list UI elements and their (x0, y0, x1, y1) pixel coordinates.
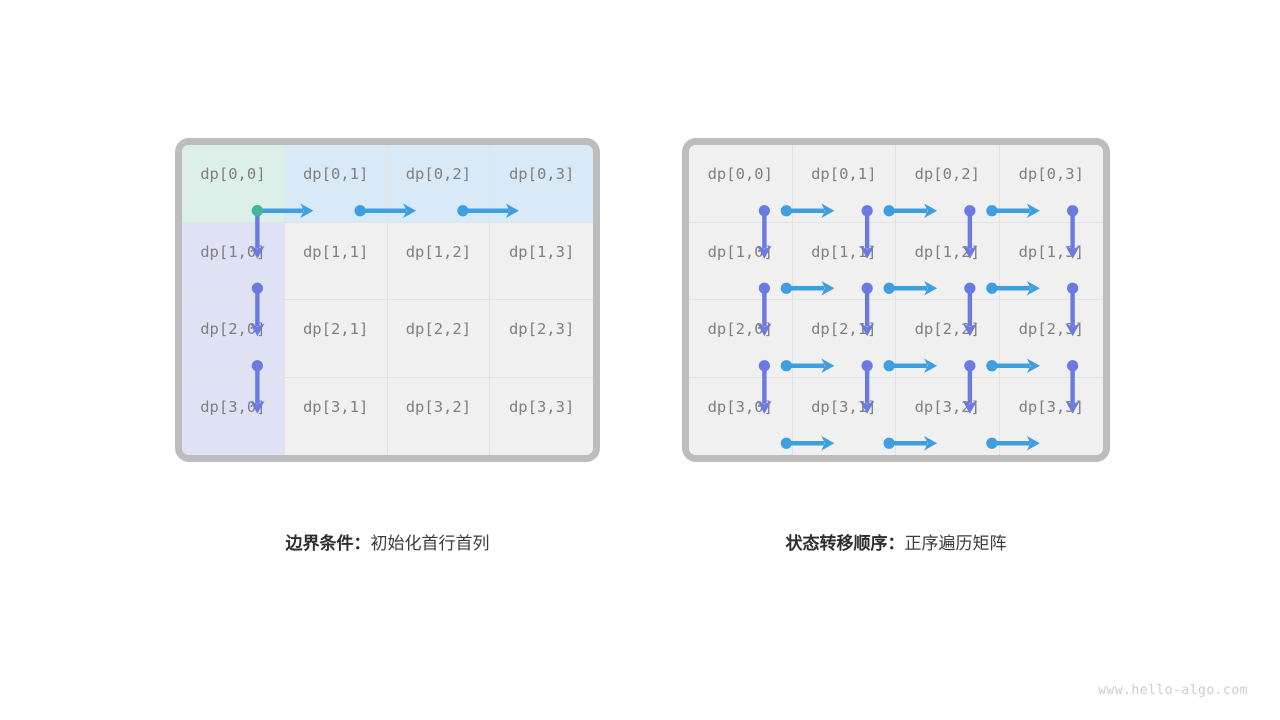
dp-cell-label: dp[2,0] (707, 320, 773, 339)
dp-cell: dp[3,0] (182, 377, 285, 455)
dp-cell: dp[1,2] (896, 222, 1000, 300)
dp-cell-label: dp[0,2] (914, 165, 980, 184)
caption-state-transition-order: 状态转移顺序：正序遍历矩阵 (682, 529, 1110, 554)
dp-cell-label: dp[2,2] (914, 320, 980, 339)
dp-cell: dp[3,2] (387, 377, 491, 455)
dp-cell-label: dp[3,0] (200, 398, 266, 417)
dp-cell: dp[1,3] (999, 222, 1103, 300)
dp-cell: dp[2,2] (896, 300, 1000, 378)
dp-cell: dp[0,0] (689, 145, 793, 223)
dp-cell: dp[3,1] (284, 377, 388, 455)
dp-cell-label: dp[3,0] (707, 398, 773, 417)
dp-cell-label: dp[3,3] (1018, 398, 1084, 417)
dp-cell: dp[0,3] (490, 145, 593, 223)
matrix-panel-state-transition-order: dp[0,0] dp[0,1] dp[0,2] dp[0,3] dp[1,0] dp[1,… (682, 138, 1110, 462)
dp-cell: dp[1,3] (490, 222, 593, 300)
caption-right-detail: 正序遍历矩阵 (904, 534, 1007, 554)
caption-right-title: 状态转移顺序： (785, 534, 905, 554)
dp-cell: dp[2,0] (182, 300, 285, 378)
dp-cell-label: dp[3,3] (508, 398, 575, 417)
dp-cell-label: dp[0,3] (1018, 165, 1084, 184)
dp-cell-label: dp[2,1] (302, 320, 369, 339)
dp-cell-label: dp[1,0] (200, 242, 266, 261)
dp-cell-label: dp[2,3] (1018, 320, 1084, 339)
dp-cell-label: dp[1,2] (405, 242, 472, 261)
dp-cell: dp[1,0] (182, 222, 285, 300)
dp-cell: dp[3,2] (896, 377, 1000, 455)
dp-cell: dp[1,1] (792, 222, 896, 300)
dp-cell-label: dp[0,0] (200, 165, 266, 184)
dp-cell-label: dp[1,3] (1018, 242, 1084, 261)
dp-cell-label: dp[0,0] (707, 165, 773, 184)
dp-grid-left: dp[0,0] dp[0,1] dp[0,2] dp[0,3] dp[1,0] dp[1,… (182, 145, 593, 455)
dp-cell: dp[0,1] (284, 145, 388, 223)
dp-grid-right: dp[0,0] dp[0,1] dp[0,2] dp[0,3] dp[1,0] dp[1,… (689, 145, 1103, 455)
dp-cell: dp[1,1] (284, 222, 388, 300)
dp-cell: dp[3,1] (792, 377, 896, 455)
dp-cell: dp[0,1] (792, 145, 896, 223)
dp-cell-label: dp[3,1] (811, 398, 877, 417)
dp-cell-label: dp[2,1] (811, 320, 877, 339)
matrix-panel-boundary-condition: dp[0,0] dp[0,1] dp[0,2] dp[0,3] dp[1,0] dp[1,… (175, 138, 600, 462)
dp-cell-label: dp[0,3] (508, 165, 575, 184)
dp-cell-label: dp[1,1] (811, 242, 877, 261)
caption-left-title: 边界条件： (285, 534, 371, 554)
dp-cell: dp[2,2] (387, 300, 491, 378)
caption-boundary-condition: 边界条件：初始化首行首列 (175, 529, 600, 554)
dp-cell: dp[0,2] (896, 145, 1000, 223)
dp-cell: dp[0,3] (999, 145, 1103, 223)
dp-cell: dp[2,1] (284, 300, 388, 378)
dp-cell-label: dp[1,1] (302, 242, 369, 261)
dp-cell-label: dp[3,2] (405, 398, 472, 417)
dp-cell-label: dp[0,1] (302, 165, 369, 184)
dp-cell: dp[2,1] (792, 300, 896, 378)
dp-cell-label: dp[1,0] (707, 242, 773, 261)
dp-cell-label: dp[3,1] (302, 398, 369, 417)
dp-cell: dp[0,2] (387, 145, 491, 223)
dp-cell: dp[3,0] (689, 377, 793, 455)
dp-cell: dp[3,3] (999, 377, 1103, 455)
dp-cell: dp[0,0] (182, 145, 285, 223)
caption-left-detail: 初始化首行首列 (370, 534, 490, 554)
dp-cell-label: dp[0,1] (811, 165, 877, 184)
dp-cell: dp[1,2] (387, 222, 491, 300)
watermark: www.hello-algo.com (1098, 683, 1248, 698)
dp-cell: dp[1,0] (689, 222, 793, 300)
dp-cell-label: dp[2,2] (405, 320, 472, 339)
dp-cell-label: dp[0,2] (405, 165, 472, 184)
dp-cell: dp[3,3] (490, 377, 593, 455)
dp-cell: dp[2,3] (490, 300, 593, 378)
dp-cell-label: dp[2,0] (200, 320, 266, 339)
dp-cell-label: dp[1,2] (914, 242, 980, 261)
dp-cell: dp[2,0] (689, 300, 793, 378)
dp-cell-label: dp[3,2] (914, 398, 980, 417)
dp-cell: dp[2,3] (999, 300, 1103, 378)
dp-cell-label: dp[2,3] (508, 320, 575, 339)
dp-cell-label: dp[1,3] (508, 242, 575, 261)
